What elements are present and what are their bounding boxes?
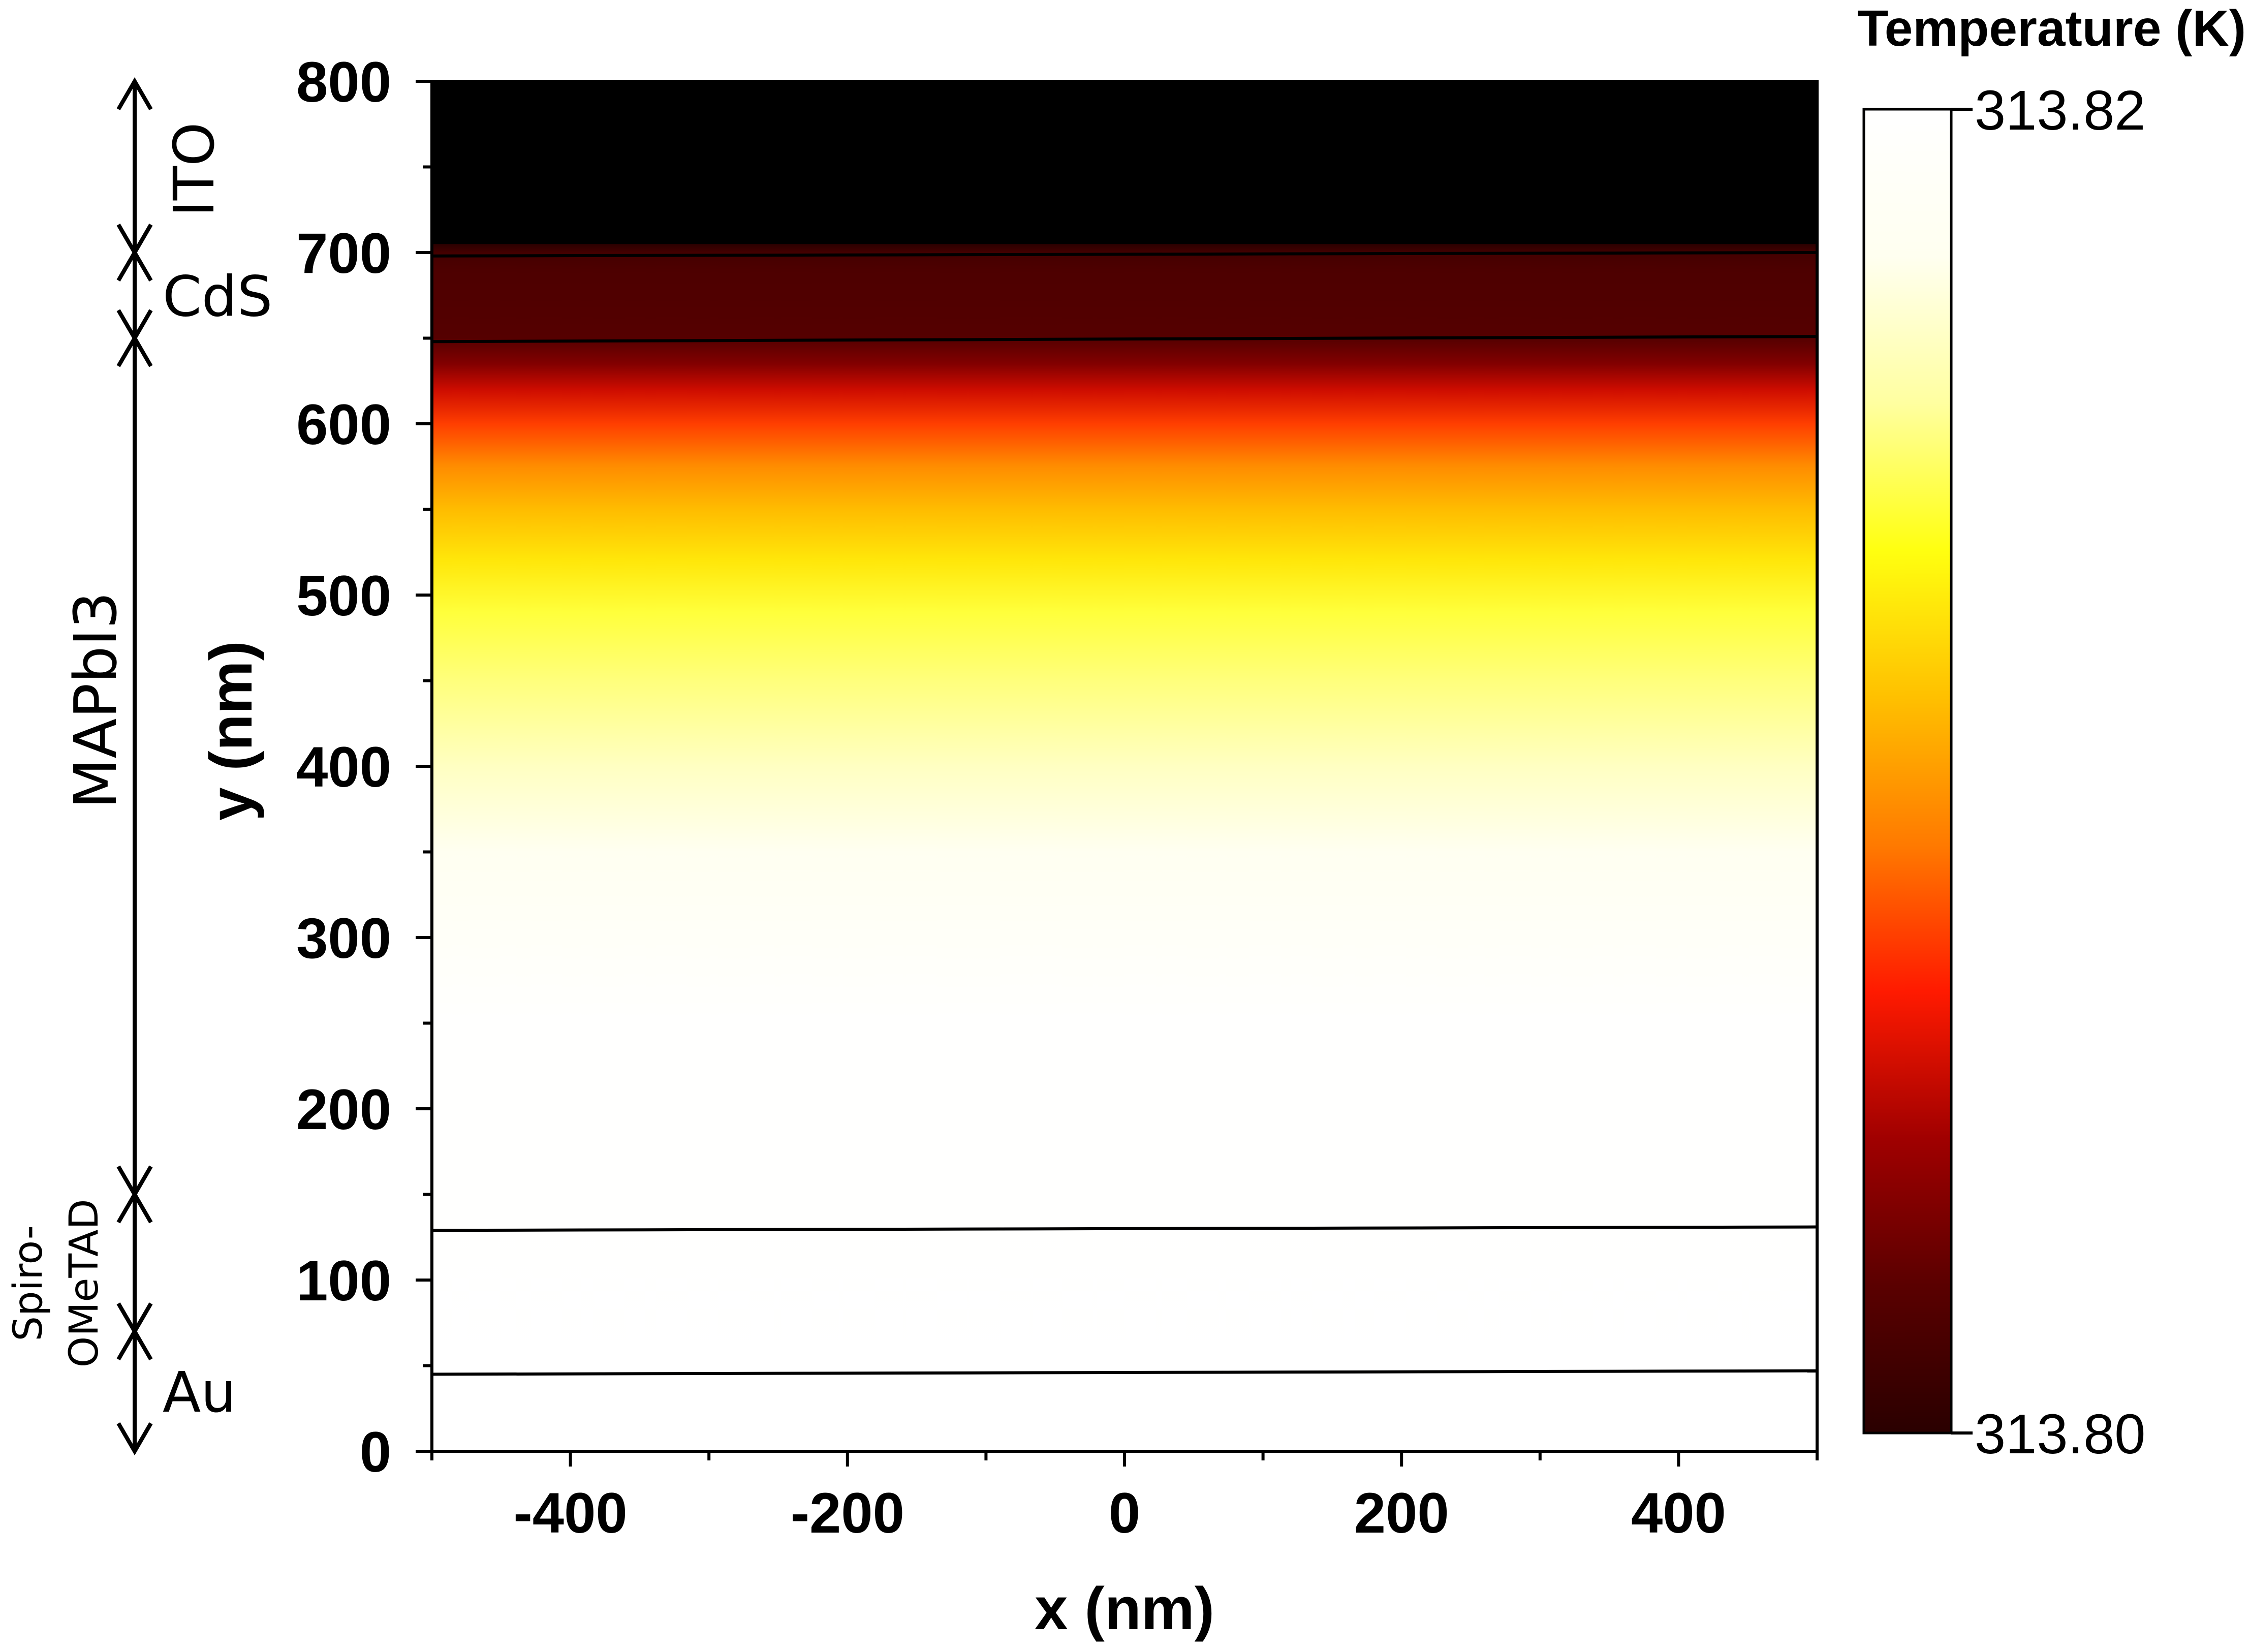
ito-region <box>432 81 1817 244</box>
y-tick-label: 800 <box>296 50 391 114</box>
heatmap-field <box>432 81 1817 1451</box>
arrow-head-up <box>116 1190 153 1224</box>
layer-boundary-line <box>431 335 1818 344</box>
arrow-head-up <box>116 334 153 367</box>
colorbar: 313.82 313.80 Temperature (K) <box>1857 0 2246 1466</box>
layer-label: ITO <box>162 122 227 216</box>
y-tick-label: 0 <box>360 1420 391 1484</box>
arrow-head-up <box>116 77 153 111</box>
arrow-head-up <box>116 248 153 282</box>
layer-label: Au <box>163 1360 236 1425</box>
y-tick-label: 700 <box>296 222 391 285</box>
layer-label: OMeTAD <box>61 1199 107 1367</box>
layer-annotation: Spiro- OMeTAD <box>6 1190 153 1367</box>
x-tick-label: 400 <box>1631 1481 1726 1545</box>
x-tick-label: -200 <box>791 1481 904 1545</box>
y-axis-label: y (nm) <box>198 641 265 821</box>
x-tick-label: 0 <box>1109 1481 1140 1545</box>
y-tick-label: 300 <box>296 907 391 970</box>
x-tick-label: 200 <box>1354 1481 1449 1545</box>
y-tick-label: 200 <box>296 1078 391 1141</box>
x-axis-label: x (nm) <box>1035 1575 1214 1642</box>
layer-boundary-line <box>431 251 1818 258</box>
layer-label: Spiro- <box>6 1225 51 1341</box>
y-tick-label: 500 <box>296 564 391 628</box>
arrow-head-up <box>116 1327 153 1361</box>
colorbar-min-label: 313.80 <box>1975 1403 2145 1466</box>
x-tick-label: -400 <box>514 1481 628 1545</box>
layer-boundary-line <box>431 1369 1818 1376</box>
y-tick-label: 100 <box>296 1249 391 1313</box>
layer-label: MAPbI3 <box>62 591 130 808</box>
colorbar-title: Temperature (K) <box>1857 0 2246 57</box>
layer-annotation: ITO <box>116 77 227 257</box>
plot-area <box>430 80 1819 1453</box>
colorbar-max-label: 313.82 <box>1975 79 2145 142</box>
y-tick-label: 400 <box>296 735 391 799</box>
y-tick-label: 600 <box>296 393 391 456</box>
y-axis: 0 100 200 300 400 500 600 700 800 <box>296 50 432 1484</box>
x-axis: -400 -200 0 200 400 <box>430 1451 1819 1545</box>
layer-boundaries <box>431 251 1818 1376</box>
layer-boundary-line <box>431 1225 1818 1232</box>
arrow-head-down <box>116 1422 153 1455</box>
colorbar-scale <box>1862 108 1953 1435</box>
layer-label: CdS <box>163 264 272 329</box>
layer-annotation: Au <box>116 1327 236 1455</box>
layer-annotation: MAPbI3 <box>62 334 153 1199</box>
layer-annotation: CdS <box>116 248 272 342</box>
